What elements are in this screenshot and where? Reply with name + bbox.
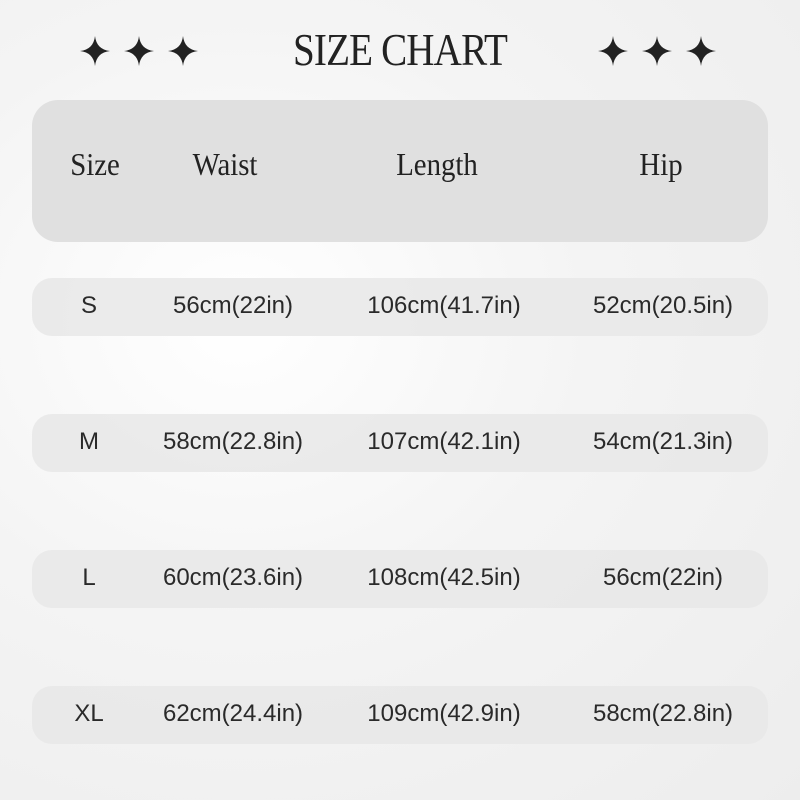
length-cell: 106cm(41.7in) — [367, 292, 521, 319]
column-header-hip: Hip — [639, 146, 683, 182]
star-icon — [686, 36, 716, 66]
table-header: Size Waist Length Hip — [32, 100, 768, 242]
star-icon — [168, 36, 198, 66]
waist-cell: 58cm(22.8in) — [162, 428, 304, 455]
hip-cell: 52cm(20.5in) — [592, 292, 734, 319]
column-header-waist: Waist — [192, 146, 258, 182]
star-icon — [642, 36, 672, 66]
size-cell: S — [80, 292, 98, 319]
size-cell: L — [82, 564, 96, 591]
star-icon — [80, 36, 110, 66]
star-icon — [598, 36, 628, 66]
hip-cell: 58cm(22.8in) — [592, 700, 734, 727]
table-row: XL 62cm(24.4in) 109cm(42.9in) 58cm(22.8i… — [32, 686, 768, 744]
hip-cell: 56cm(22in) — [602, 564, 724, 591]
column-header-length: Length — [396, 146, 478, 182]
table-row: M 58cm(22.8in) 107cm(42.1in) 54cm(21.3in… — [32, 414, 768, 472]
size-cell: M — [79, 428, 99, 455]
star-icon — [124, 36, 154, 66]
hip-cell: 54cm(21.3in) — [592, 428, 734, 455]
stars-right — [598, 36, 716, 66]
length-cell: 108cm(42.5in) — [367, 564, 521, 591]
waist-cell: 56cm(22in) — [172, 292, 294, 319]
stars-left — [80, 36, 198, 66]
page-title: SIZE CHART — [293, 24, 508, 75]
table-row: S 56cm(22in) 106cm(41.7in) 52cm(20.5in) — [32, 278, 768, 336]
waist-cell: 60cm(23.6in) — [162, 564, 304, 591]
table-row: L 60cm(23.6in) 108cm(42.5in) 56cm(22in) — [32, 550, 768, 608]
length-cell: 107cm(42.1in) — [367, 428, 521, 455]
column-header-size: Size — [70, 146, 120, 182]
size-cell: XL — [74, 700, 104, 727]
title-row: SIZE CHART — [0, 22, 800, 82]
waist-cell: 62cm(24.4in) — [162, 700, 304, 727]
length-cell: 109cm(42.9in) — [367, 700, 521, 727]
